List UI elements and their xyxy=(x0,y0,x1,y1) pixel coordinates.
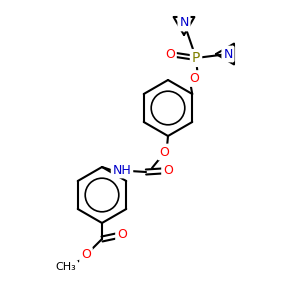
Text: NH: NH xyxy=(112,164,131,176)
Text: N: N xyxy=(223,47,233,61)
Text: O: O xyxy=(117,229,127,242)
Text: O: O xyxy=(159,146,169,158)
Text: N: N xyxy=(179,16,189,29)
Text: O: O xyxy=(189,72,199,85)
Text: CH₃: CH₃ xyxy=(56,262,76,272)
Text: O: O xyxy=(163,164,173,176)
Text: O: O xyxy=(165,47,175,61)
Text: P: P xyxy=(192,51,200,65)
Text: O: O xyxy=(81,248,91,262)
